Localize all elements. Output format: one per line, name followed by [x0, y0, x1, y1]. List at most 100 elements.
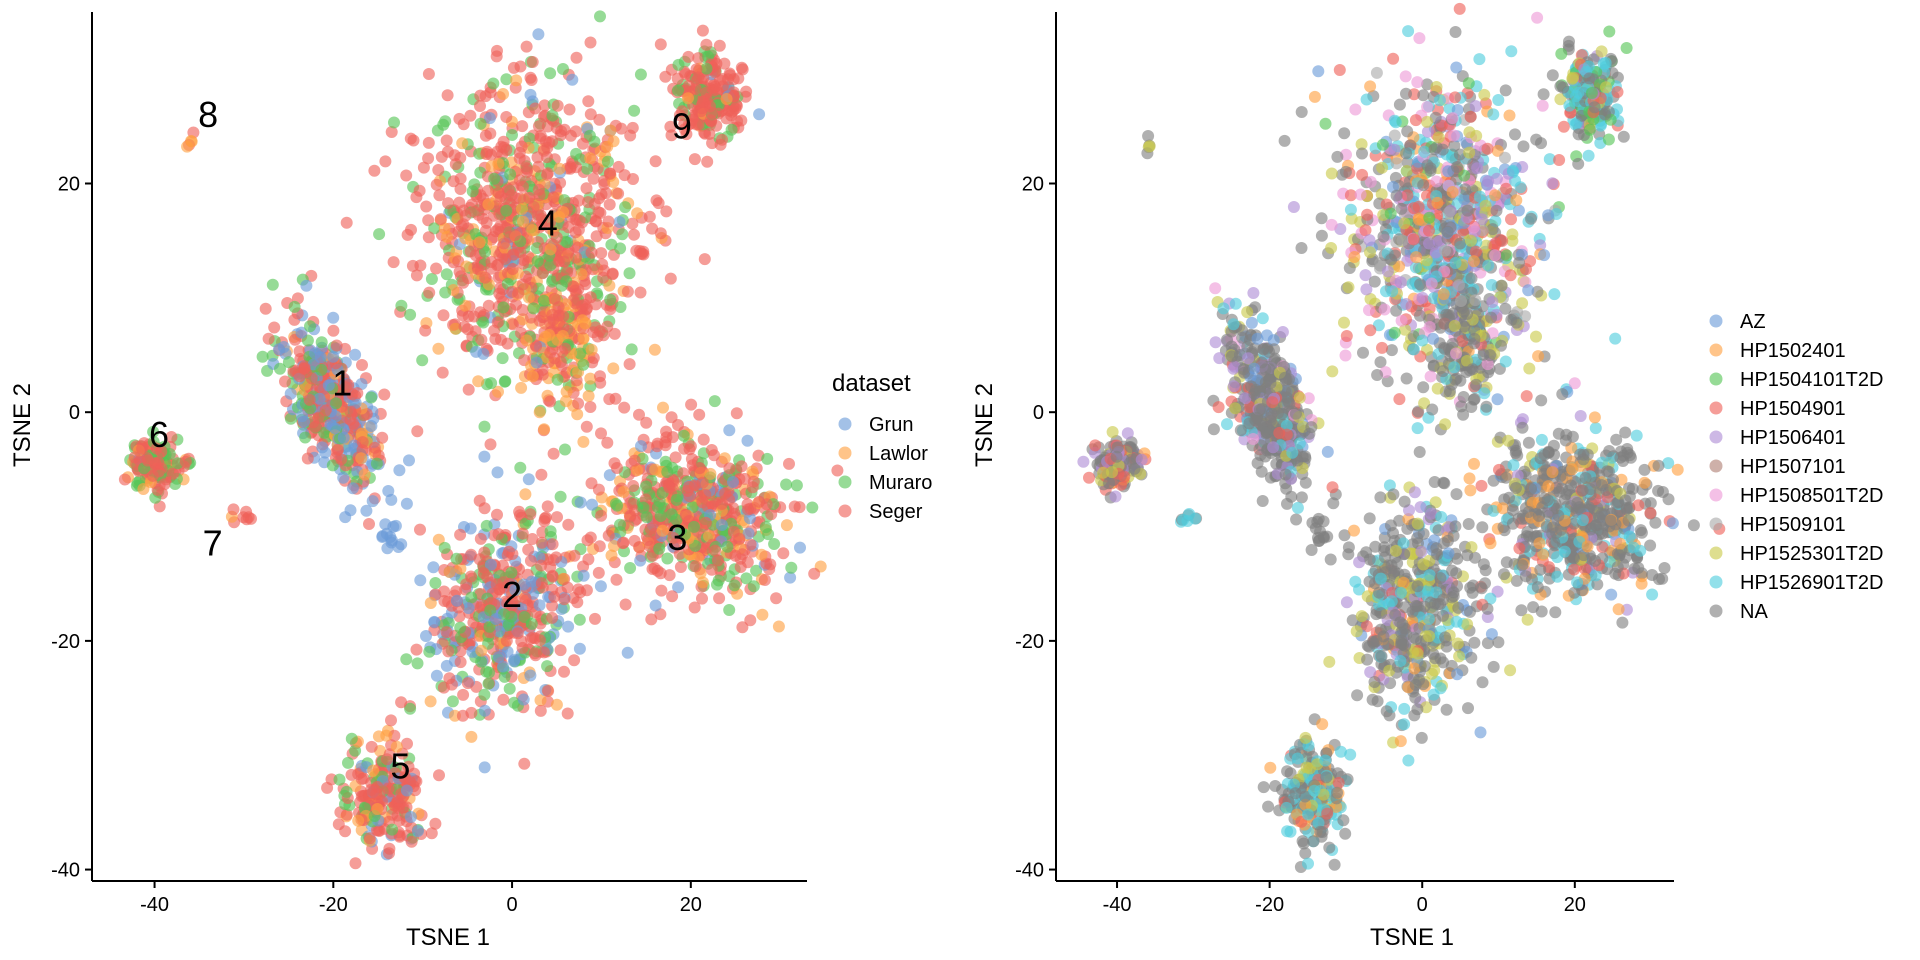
scatter-point [491, 466, 504, 479]
scatter-point [586, 498, 598, 511]
scatter-point [575, 268, 588, 281]
scatter-point [623, 358, 636, 371]
scatter-point [780, 478, 793, 491]
scatter-point [1285, 490, 1298, 503]
scatter-point [524, 71, 537, 84]
x-tick-label: -40 [140, 894, 169, 916]
scatter-point [480, 665, 493, 678]
scatter-point [380, 729, 393, 742]
scatter-point [327, 350, 340, 363]
scatter-point [433, 769, 445, 782]
scatter-point [466, 185, 479, 198]
scatter-point [585, 246, 598, 259]
scatter-point [1338, 127, 1351, 140]
scatter-point [685, 398, 698, 411]
scatter-point [570, 51, 583, 64]
scatter-point [670, 493, 683, 506]
scatter-point [404, 308, 417, 321]
scatter-point [422, 231, 435, 244]
scatter-point [1538, 249, 1551, 262]
scatter-point [557, 63, 569, 75]
scatter-point [558, 593, 571, 606]
scatter-point [1535, 433, 1548, 446]
scatter-point [651, 440, 663, 453]
scatter-point [607, 362, 620, 375]
scatter-point [618, 401, 631, 414]
scatter-point [561, 581, 574, 594]
scatter-point [1476, 676, 1489, 689]
scatter-point [440, 268, 453, 281]
scatter-point [768, 538, 781, 550]
scatter-point [619, 598, 632, 611]
scatter-point [1349, 103, 1362, 116]
scatter-point [315, 336, 328, 349]
scatter-point [141, 454, 154, 467]
scatter-point [304, 320, 316, 333]
cluster-label: 7 [203, 523, 223, 564]
scatter-point [1486, 223, 1499, 236]
scatter-point [594, 10, 606, 23]
scatter-point [592, 566, 605, 579]
scatter-point [1413, 446, 1426, 458]
scatter-point [365, 740, 378, 753]
scatter-point [1281, 825, 1294, 838]
scatter-point [546, 109, 559, 122]
scatter-point [537, 294, 550, 307]
scatter-point [358, 468, 371, 481]
scatter-point [298, 415, 310, 428]
scatter-point [584, 152, 597, 165]
scatter-point [535, 559, 548, 572]
scatter-point [705, 444, 718, 456]
scatter-point [1209, 336, 1222, 349]
scatter-point [485, 256, 498, 268]
scatter-point [572, 397, 585, 410]
scatter-point [332, 818, 345, 831]
scatter-point [368, 164, 381, 177]
scatter-point [569, 125, 582, 138]
scatter-point [446, 695, 459, 708]
scatter-point [152, 456, 165, 469]
scatter-point [692, 71, 705, 84]
scatter-point [558, 665, 570, 678]
scatter-point [331, 444, 344, 456]
scatter-point [585, 343, 598, 356]
scatter-point [491, 316, 504, 329]
scatter-point [597, 271, 610, 284]
scatter-point [577, 569, 590, 582]
scatter-point [420, 200, 433, 213]
scatter-point [534, 704, 547, 717]
scatter-point [465, 591, 478, 604]
scatter-point [1520, 390, 1533, 403]
scatter-point [1417, 89, 1430, 102]
scatter-point [532, 160, 545, 173]
scatter-point [395, 696, 408, 709]
scatter-point [1402, 25, 1415, 38]
scatter-point [759, 521, 772, 534]
scatter-point [649, 599, 662, 612]
scatter-point [794, 541, 806, 554]
scatter-point [440, 626, 453, 639]
legend-label: Grun [869, 414, 913, 436]
scatter-point [1394, 735, 1407, 748]
scatter-point [503, 682, 516, 695]
scatter-point [625, 343, 638, 356]
scatter-point [546, 538, 559, 551]
scatter-point [696, 592, 708, 605]
scatter-point [500, 73, 513, 86]
scatter-point [566, 73, 579, 86]
scatter-point [452, 225, 465, 238]
scatter-point [524, 669, 537, 682]
scatter-point [482, 198, 495, 211]
scatter-point [507, 61, 520, 74]
scatter-point [524, 508, 537, 521]
scatter-point [589, 215, 602, 227]
scatter-point [624, 509, 637, 522]
scatter-point [592, 483, 605, 496]
scatter-point [772, 620, 785, 633]
scatter-point [346, 482, 359, 495]
scatter-point [429, 577, 442, 589]
scatter-point [1535, 394, 1548, 407]
scatter-point [262, 332, 275, 345]
legend-key [838, 504, 852, 518]
scatter-point [572, 223, 585, 236]
